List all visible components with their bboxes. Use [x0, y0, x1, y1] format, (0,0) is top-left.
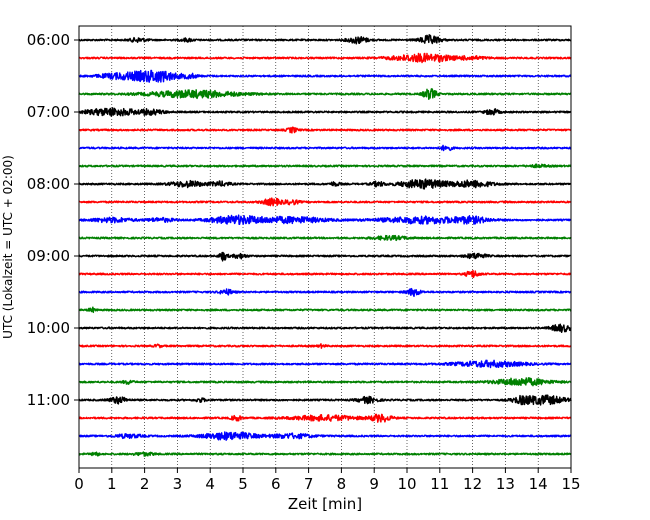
trace-line [78, 126, 572, 134]
x-tick-label: 14 [529, 475, 548, 493]
x-tick-label: 0 [74, 475, 84, 493]
x-tick-label: 6 [271, 475, 281, 493]
trace-line [78, 306, 572, 314]
trace-line [78, 269, 572, 279]
y-axis: 06:00 07:00 08:00 09:00 10:00 11:00 [27, 31, 79, 409]
x-tick-label: 4 [205, 475, 215, 493]
x-tick-label: 3 [173, 475, 183, 493]
trace-line [78, 197, 572, 207]
trace-line [78, 343, 572, 349]
trace-line [78, 234, 572, 242]
trace-line [78, 214, 572, 226]
y-tick-label: 10:00 [27, 319, 70, 337]
trace-line [78, 251, 572, 262]
x-tick-label: 13 [496, 475, 515, 493]
y-tick-label: 08:00 [27, 175, 70, 193]
x-tick-label: 15 [561, 475, 580, 493]
traces [78, 34, 572, 457]
trace-line [78, 163, 572, 169]
x-tick-label: 12 [463, 475, 482, 493]
x-tick-label: 9 [369, 475, 379, 493]
trace-line [78, 34, 572, 45]
x-tick-label: 11 [430, 475, 449, 493]
trace-line [78, 377, 572, 387]
trace-line [78, 394, 572, 406]
y-tick-label: 06:00 [27, 31, 70, 49]
plot-frame [78, 25, 572, 469]
x-tick-label: 1 [107, 475, 117, 493]
trace-line [78, 144, 572, 152]
trace-line [78, 52, 572, 64]
x-tick-label: 8 [337, 475, 347, 493]
x-axis-label: Zeit [min] [288, 495, 362, 513]
trace-line [78, 323, 572, 334]
trace-line [78, 107, 572, 117]
y-axis-label: UTC (Lokalzeit = UTC + 02:00) [1, 155, 15, 339]
trace-line [78, 359, 572, 369]
trace-line [78, 431, 572, 441]
x-axis: 0 1 2 3 4 5 6 7 8 9 10 11 12 13 14 15 [74, 468, 581, 493]
trace-line [78, 88, 572, 101]
x-tick-label: 2 [140, 475, 150, 493]
y-tick-label: 11:00 [27, 391, 70, 409]
y-tick-label: 07:00 [27, 103, 70, 121]
trace-line [78, 413, 572, 423]
trace-line [78, 451, 572, 457]
trace-line [78, 287, 572, 298]
x-tick-label: 5 [238, 475, 248, 493]
x-tick-label: 7 [304, 475, 314, 493]
trace-line [78, 178, 572, 190]
x-tick-label: 10 [397, 475, 416, 493]
y-tick-label: 09:00 [27, 247, 70, 265]
trace-line [78, 69, 572, 83]
